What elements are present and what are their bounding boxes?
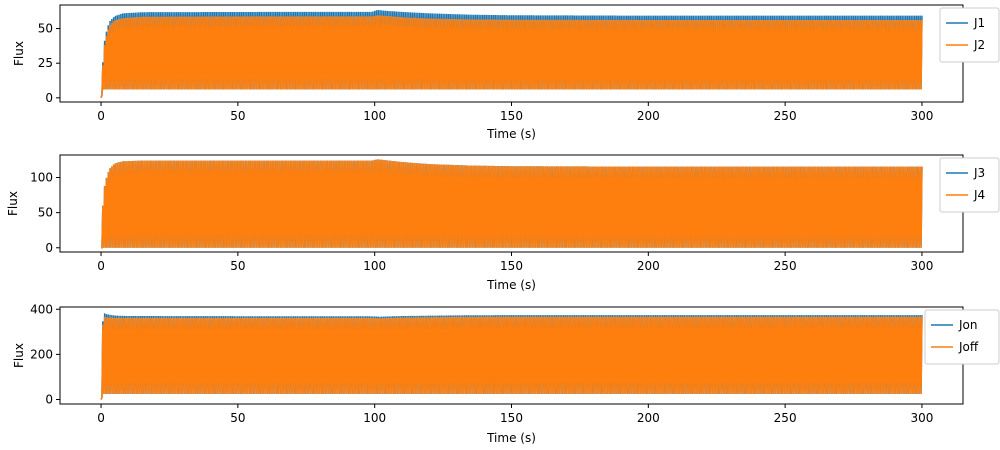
- legend-label-j3: J3: [973, 166, 985, 180]
- x-tick-label: 50: [230, 259, 245, 273]
- y-tick-label: 25: [38, 56, 53, 70]
- y-axis-label: Flux: [12, 41, 26, 66]
- x-tick-label: 250: [774, 411, 797, 425]
- x-tick-label: 200: [637, 259, 660, 273]
- legend: J3 J4: [939, 157, 1000, 213]
- x-tick-label: 300: [911, 259, 934, 273]
- x-axis-label: Time (s): [486, 278, 536, 292]
- x-tick-label: 200: [637, 411, 660, 425]
- x-axis-label: Time (s): [486, 127, 536, 141]
- subplot-3: 0 50 100 150 200 250 300 0 200 400 Time (s) Flux Jon…: [12, 302, 1000, 445]
- x-tick-label: 0: [97, 411, 105, 425]
- legend: J1 J2: [939, 7, 1000, 63]
- y-tick-label: 0: [45, 392, 53, 406]
- subplot-1: 0 50 100 150 200 250 300 0 25 50 Time (s) Flux J1 J2: [12, 4, 1000, 141]
- legend-label-j2: J2: [973, 38, 985, 52]
- x-tick-label: 50: [230, 109, 245, 123]
- x-tick-label: 0: [97, 259, 105, 273]
- legend-label-jon: Jon: [958, 318, 978, 332]
- series-line-j1: [100, 9, 923, 99]
- x-tick-label: 250: [774, 109, 797, 123]
- y-axis-label: Flux: [6, 191, 20, 216]
- legend-label-joff: Joff: [958, 340, 979, 354]
- series-line-j4: [101, 159, 923, 249]
- x-tick-label: 100: [363, 259, 386, 273]
- x-axis-label: Time (s): [486, 431, 536, 445]
- y-tick-label: 400: [30, 302, 53, 316]
- y-tick-label: 50: [38, 206, 53, 220]
- y-tick-label: 0: [45, 241, 53, 255]
- x-tick-label: 150: [500, 259, 523, 273]
- series-line-joff: [100, 316, 923, 400]
- x-tick-label: 50: [230, 411, 245, 425]
- y-tick-label: 0: [45, 91, 53, 105]
- x-tick-label: 250: [774, 259, 797, 273]
- series-line-j2: [100, 15, 923, 99]
- x-tick-label: 100: [363, 109, 386, 123]
- y-tick-label: 50: [38, 22, 53, 36]
- x-tick-label: 100: [363, 411, 386, 425]
- series-line-jon: [100, 313, 923, 400]
- legend: Jon Joff: [924, 309, 1000, 365]
- y-tick-label: 100: [30, 170, 53, 184]
- x-tick-label: 150: [500, 411, 523, 425]
- legend-label-j1: J1: [973, 16, 985, 30]
- x-tick-label: 300: [911, 109, 934, 123]
- x-tick-label: 0: [97, 109, 105, 123]
- subplot-2: 0 50 100 150 200 250 300 0 50 100 Time (s) Flux J3 J4: [6, 154, 1000, 292]
- x-tick-label: 300: [911, 411, 934, 425]
- y-tick-label: 200: [30, 347, 53, 361]
- y-axis-label: Flux: [12, 343, 26, 368]
- x-tick-label: 200: [637, 109, 660, 123]
- x-tick-label: 150: [500, 109, 523, 123]
- legend-label-j4: J4: [973, 188, 985, 202]
